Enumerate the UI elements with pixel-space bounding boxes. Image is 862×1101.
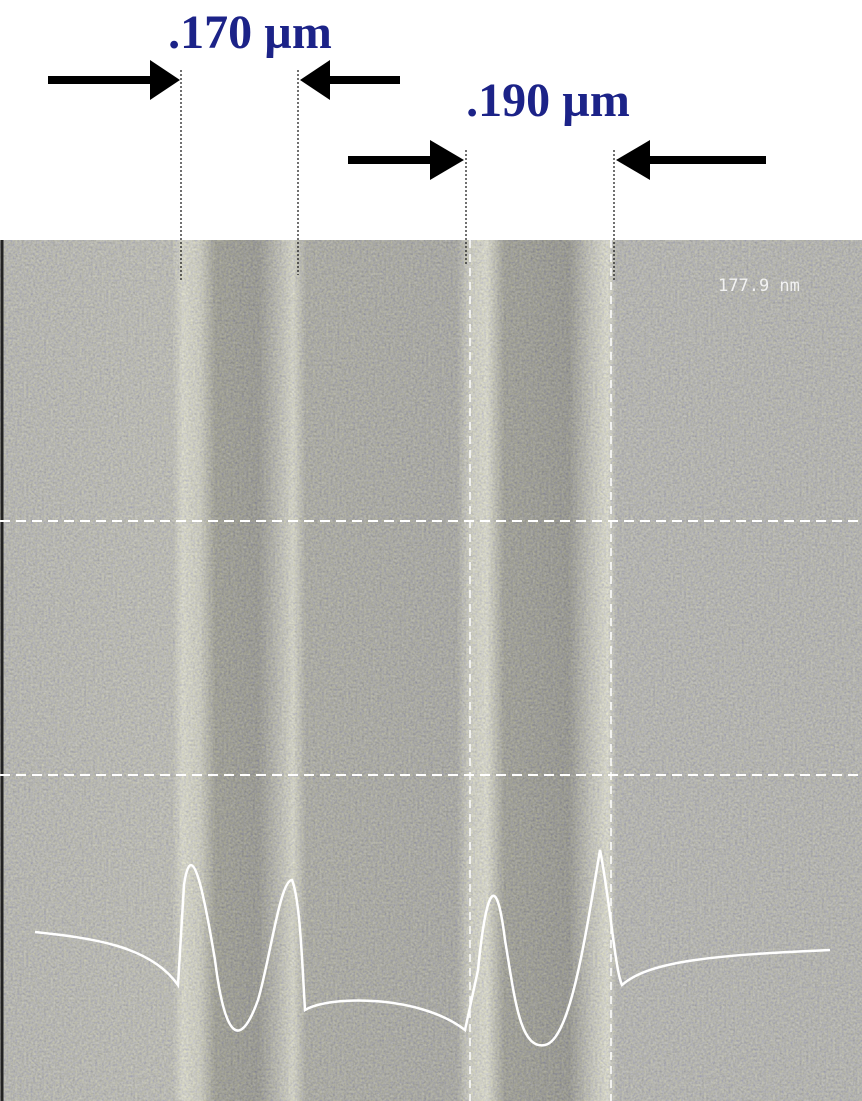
arrow-head — [616, 140, 650, 180]
arrow-shaft — [348, 156, 434, 164]
arrow-shaft — [326, 76, 400, 84]
image-noise — [0, 240, 862, 1101]
arrow-shaft — [48, 76, 154, 84]
arrow-head — [300, 60, 330, 100]
arrow-head — [430, 140, 464, 180]
arrows — [48, 60, 766, 180]
dimension-label: .170 µm — [168, 6, 332, 59]
figure: 177.9 nm .170 µm .190 µm — [0, 0, 862, 1101]
arrow-shaft — [646, 156, 766, 164]
arrow-head — [150, 60, 180, 100]
scale-label: 177.9 nm — [718, 276, 800, 296]
dimension-label: .190 µm — [466, 74, 630, 127]
sem-image: 177.9 nm — [0, 240, 862, 1101]
